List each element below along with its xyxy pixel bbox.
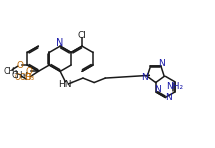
Text: O: O [24, 73, 31, 82]
Text: N: N [165, 93, 172, 102]
Text: N: N [154, 85, 160, 94]
Text: NH₂: NH₂ [166, 82, 183, 91]
Text: CH₃: CH₃ [12, 70, 26, 79]
Text: O: O [16, 61, 23, 70]
Text: N: N [57, 38, 64, 48]
Text: OCH₃: OCH₃ [15, 73, 35, 82]
Text: HN: HN [58, 81, 72, 90]
Text: O: O [25, 67, 32, 76]
Text: N: N [141, 74, 148, 82]
Text: N: N [158, 59, 165, 68]
Text: CH₃: CH₃ [3, 67, 18, 76]
Text: Cl: Cl [78, 31, 86, 40]
